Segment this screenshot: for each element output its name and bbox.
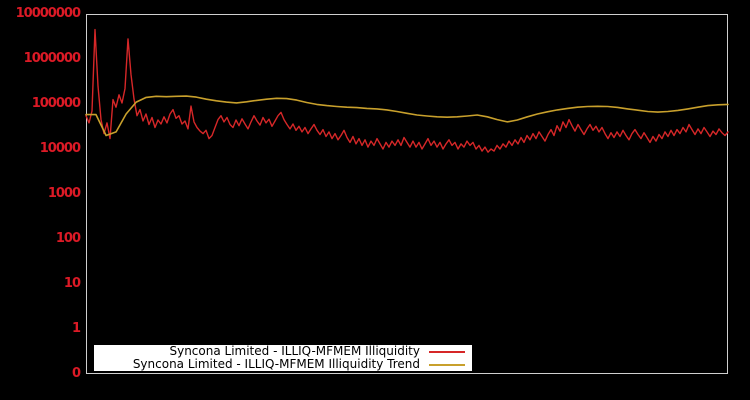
y-tick-label-1: 1	[71, 321, 81, 336]
trend-line	[85, 95, 729, 137]
plot-area	[86, 14, 728, 374]
legend-label-trend: Syncona Limited - ILLIQ-MFMEM Illiquidit…	[132, 357, 420, 371]
y-tick-label-100000: 100000	[31, 96, 81, 111]
legend: Syncona Limited - ILLIQ-MFMEM Illiquidit…	[94, 345, 472, 371]
y-tick-label-10: 10	[63, 276, 81, 291]
y-tick-label-1000000: 1000000	[23, 51, 81, 66]
y-tick-label-1000: 1000	[47, 186, 81, 201]
legend-line-sample-trend-icon	[429, 363, 465, 366]
y-tick-label-10000: 10000	[39, 141, 81, 156]
y-tick-label-0: 0	[71, 366, 81, 381]
y-tick-label-10000000: 10000000	[15, 6, 81, 21]
illiquidity-line	[85, 28, 729, 153]
legend-label-illiquidity: Syncona Limited - ILLIQ-MFMEM Illiquidit…	[169, 344, 420, 358]
y-tick-label-100: 100	[55, 231, 81, 246]
legend-entry-trend: Syncona Limited - ILLIQ-MFMEM Illiquidit…	[94, 358, 472, 371]
legend-entry-illiquidity: Syncona Limited - ILLIQ-MFMEM Illiquidit…	[94, 345, 472, 358]
legend-line-sample-illiquidity-icon	[429, 350, 465, 353]
